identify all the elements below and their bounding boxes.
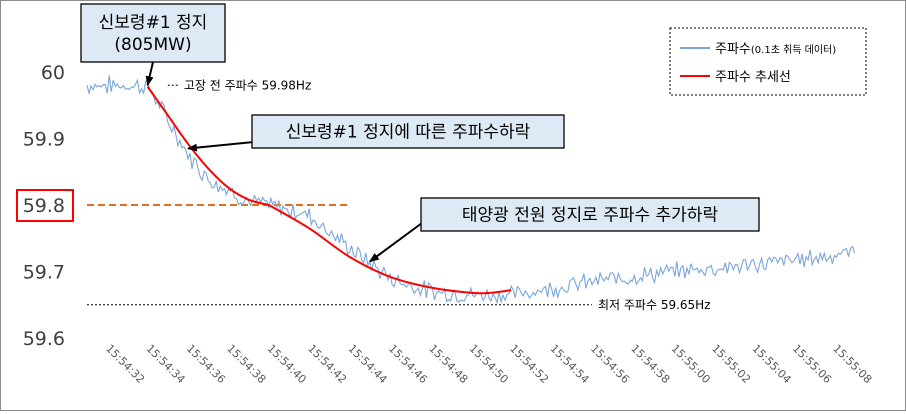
x-tick-label: 15:54:44 (345, 342, 389, 386)
trend-line (146, 86, 270, 206)
x-tick-label: 15:55:08 (830, 342, 874, 386)
y-tick-label: 59.9 (23, 129, 65, 151)
annotation-fall2: 태양광 전원 정지로 주파수 추가하락 (368, 197, 760, 263)
annotation-box (420, 197, 760, 232)
y-tick-label: 59.6 (23, 328, 65, 350)
y-tick-label: 60 (41, 62, 65, 84)
x-tick-label: 15:54:40 (265, 342, 309, 386)
legend: 주파수(0.1초 취득 데이터) 주파수 추세선 (669, 27, 867, 96)
y-tick-label: 59.7 (23, 262, 65, 284)
frequency-series-line (86, 75, 856, 305)
y-tick-label: 59.8 (23, 195, 65, 217)
x-tick-label: 15:55:04 (749, 342, 793, 386)
annotation-text: (805MW) (114, 35, 191, 55)
x-tick-label: 15:55:06 (790, 342, 834, 386)
annotation-box (80, 3, 226, 63)
legend-label: 주파수(0.1초 취득 데이터) (715, 42, 836, 57)
x-tick-label: 15:54:38 (224, 342, 268, 386)
legend-label-main: 주파수 추세선 (715, 70, 791, 85)
x-tick-label: 15:54:36 (184, 342, 228, 386)
x-tick-label: 15:54:42 (305, 342, 349, 386)
x-tick-label: 15:54:54 (547, 342, 591, 386)
annotation-text: 신보령#1 정지에 따른 주파수하락 (286, 123, 531, 143)
x-tick-label: 15:55:02 (709, 342, 753, 386)
x-tick-label: 15:54:52 (507, 342, 551, 386)
legend-label-main: 주파수 (715, 42, 751, 57)
highlight-box (16, 189, 74, 222)
annotation-text: 신보령#1 정지 (99, 13, 208, 33)
x-tick-label: 15:54:56 (588, 342, 632, 386)
trend-line (268, 204, 512, 295)
x-tick-label: 15:54:34 (143, 342, 187, 386)
legend-box (669, 27, 867, 96)
annotation-arrow (368, 222, 423, 263)
legend-label: 주파수 추세선 (715, 70, 791, 85)
annotation-trip: 신보령#1 정지(805MW) (80, 3, 226, 87)
annotation-box (251, 114, 565, 149)
x-tick-label: 15:55:00 (669, 342, 713, 386)
reference-line-label: 최저 주파수 59.65Hz (598, 298, 711, 312)
annotation-text: 태양광 전원 정지로 주파수 추가하락 (462, 206, 719, 226)
x-tick-label: 15:54:46 (386, 342, 430, 386)
legend-label-sub: (0.1초 취득 데이터) (751, 44, 836, 56)
annotation-fall1: 신보령#1 정지에 따른 주파수하락 (187, 114, 565, 152)
x-tick-label: 15:54:58 (628, 342, 672, 386)
x-tick-label: 15:54:32 (103, 342, 147, 386)
reference-line-label: 고장 전 주파수 59.98Hz (184, 78, 311, 92)
annotation-arrow (145, 61, 154, 87)
x-tick-label: 15:54:50 (467, 342, 511, 386)
x-tick-label: 15:54:48 (426, 342, 470, 386)
